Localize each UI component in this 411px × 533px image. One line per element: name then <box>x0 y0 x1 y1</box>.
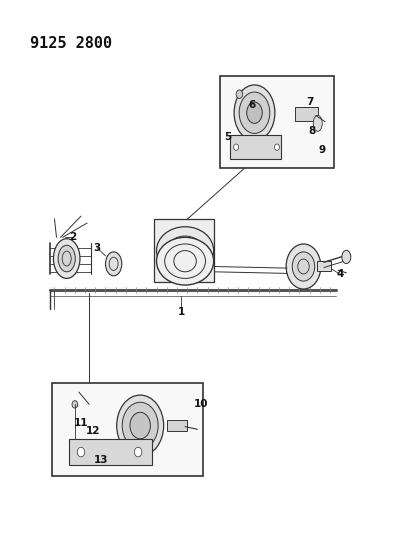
Text: 9: 9 <box>318 145 326 155</box>
Ellipse shape <box>130 413 150 439</box>
Bar <box>220 76 334 168</box>
Text: 11: 11 <box>74 418 88 428</box>
Text: 12: 12 <box>86 426 100 436</box>
Ellipse shape <box>342 251 351 264</box>
Ellipse shape <box>234 85 275 141</box>
Ellipse shape <box>117 395 164 456</box>
Bar <box>316 261 331 271</box>
Ellipse shape <box>77 447 85 457</box>
Ellipse shape <box>286 244 321 289</box>
Text: 3: 3 <box>94 243 101 253</box>
Bar <box>53 383 203 476</box>
Ellipse shape <box>106 252 122 276</box>
Ellipse shape <box>167 236 203 265</box>
Text: 4: 4 <box>337 270 344 279</box>
Text: 5: 5 <box>224 132 231 142</box>
Ellipse shape <box>53 239 80 278</box>
Ellipse shape <box>234 144 238 150</box>
Text: 8: 8 <box>308 126 315 136</box>
Ellipse shape <box>275 144 279 150</box>
Ellipse shape <box>157 237 214 285</box>
Text: 10: 10 <box>194 399 209 409</box>
Ellipse shape <box>239 92 270 133</box>
Bar <box>167 420 187 431</box>
Bar <box>69 439 152 465</box>
Bar <box>230 135 281 159</box>
Bar <box>155 219 214 282</box>
Ellipse shape <box>72 401 78 408</box>
Text: 2: 2 <box>69 232 76 243</box>
Ellipse shape <box>313 115 322 131</box>
Ellipse shape <box>157 227 214 274</box>
Ellipse shape <box>122 402 158 449</box>
Ellipse shape <box>236 90 242 99</box>
Text: 6: 6 <box>249 100 256 110</box>
Ellipse shape <box>134 447 142 457</box>
Ellipse shape <box>58 245 75 272</box>
Text: 9125 2800: 9125 2800 <box>30 36 112 51</box>
Ellipse shape <box>247 102 262 123</box>
Text: 13: 13 <box>94 455 109 465</box>
Text: 7: 7 <box>306 97 313 107</box>
Ellipse shape <box>292 252 315 281</box>
Bar <box>296 108 318 120</box>
Text: 1: 1 <box>178 306 185 317</box>
